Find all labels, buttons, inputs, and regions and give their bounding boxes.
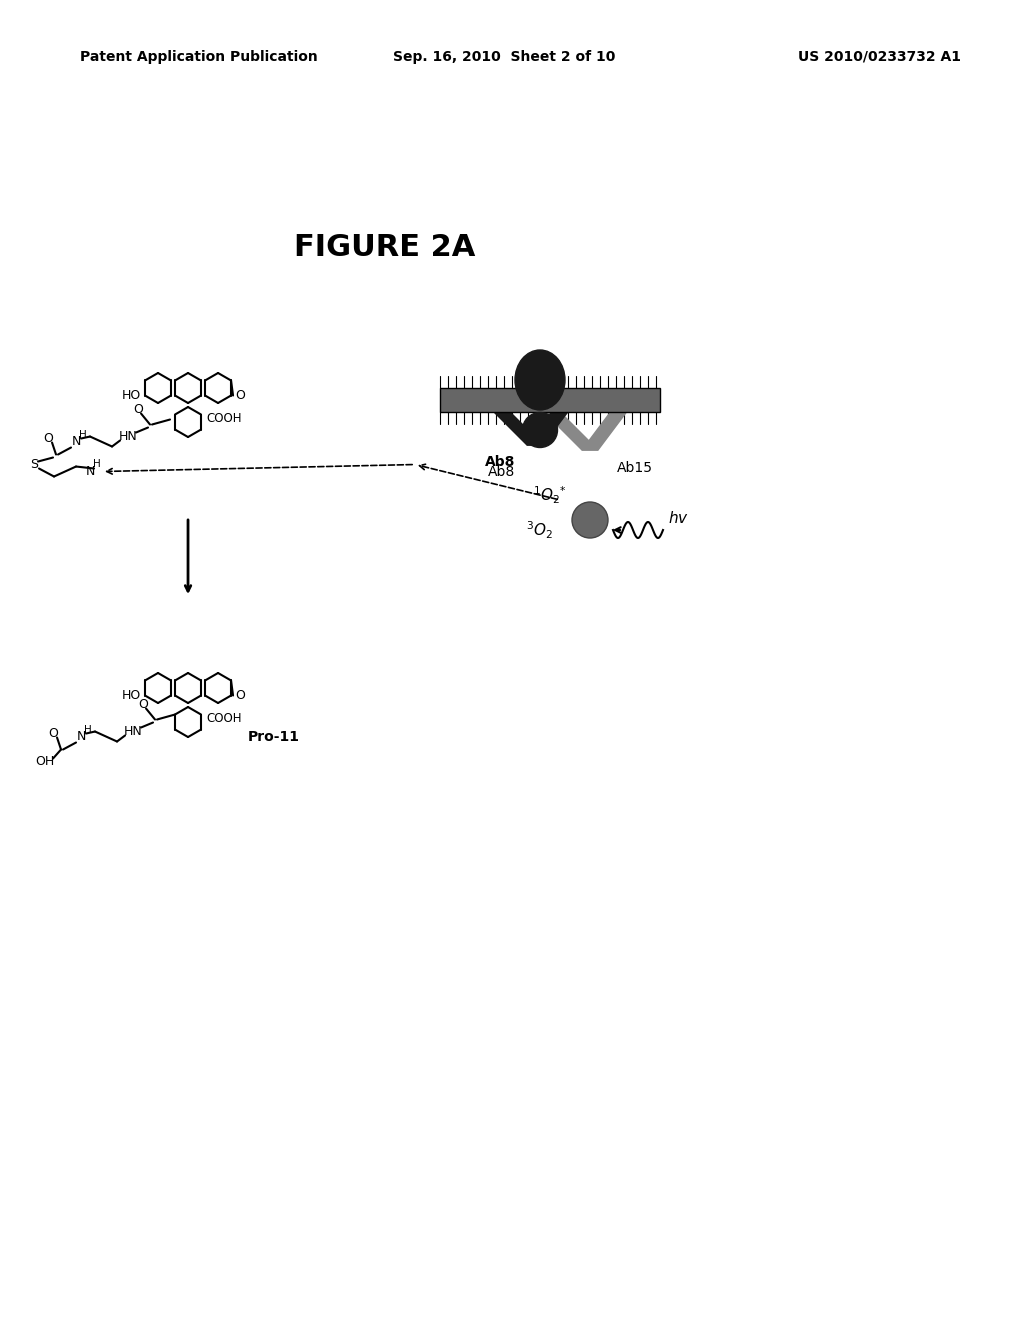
Text: N: N bbox=[72, 436, 81, 447]
Polygon shape bbox=[612, 400, 638, 411]
Text: US 2010/0233732 A1: US 2010/0233732 A1 bbox=[798, 50, 961, 63]
Text: HN: HN bbox=[124, 725, 142, 738]
Text: ${}^{3}O_2$: ${}^{3}O_2$ bbox=[526, 519, 554, 541]
Polygon shape bbox=[557, 395, 583, 405]
Bar bbox=[440, 388, 660, 412]
Polygon shape bbox=[582, 411, 628, 450]
Text: Pro-11: Pro-11 bbox=[248, 730, 300, 744]
Polygon shape bbox=[487, 405, 543, 445]
Circle shape bbox=[572, 502, 608, 539]
Text: H: H bbox=[84, 725, 92, 734]
Text: HO: HO bbox=[122, 389, 141, 403]
Text: O: O bbox=[133, 403, 143, 416]
Text: FIGURE 2A: FIGURE 2A bbox=[294, 234, 476, 263]
Text: Ab8: Ab8 bbox=[484, 455, 515, 469]
Text: O: O bbox=[48, 727, 58, 741]
Text: HN: HN bbox=[119, 430, 137, 444]
Text: Ab8: Ab8 bbox=[488, 465, 516, 479]
Text: O: O bbox=[138, 698, 147, 711]
Text: COOH: COOH bbox=[206, 711, 242, 725]
Text: OH: OH bbox=[36, 755, 54, 768]
Ellipse shape bbox=[515, 350, 565, 411]
Text: S: S bbox=[30, 458, 38, 471]
Text: N: N bbox=[77, 730, 86, 743]
Text: O: O bbox=[236, 389, 245, 403]
Polygon shape bbox=[542, 411, 598, 450]
Text: N: N bbox=[85, 465, 94, 478]
Text: $hv$: $hv$ bbox=[668, 510, 688, 525]
Text: H: H bbox=[93, 458, 101, 469]
Polygon shape bbox=[527, 405, 573, 445]
Polygon shape bbox=[532, 400, 558, 411]
Ellipse shape bbox=[522, 412, 557, 447]
Text: O: O bbox=[43, 432, 53, 445]
Text: HO: HO bbox=[122, 689, 141, 702]
Text: Ab15: Ab15 bbox=[617, 461, 653, 475]
Text: COOH: COOH bbox=[206, 412, 242, 425]
Polygon shape bbox=[477, 395, 503, 405]
Text: H: H bbox=[79, 429, 87, 440]
Text: ${}^{1}O_2{}^{*}$: ${}^{1}O_2{}^{*}$ bbox=[534, 484, 567, 506]
Text: Sep. 16, 2010  Sheet 2 of 10: Sep. 16, 2010 Sheet 2 of 10 bbox=[393, 50, 615, 63]
Text: O: O bbox=[236, 689, 245, 702]
Text: Patent Application Publication: Patent Application Publication bbox=[80, 50, 317, 63]
